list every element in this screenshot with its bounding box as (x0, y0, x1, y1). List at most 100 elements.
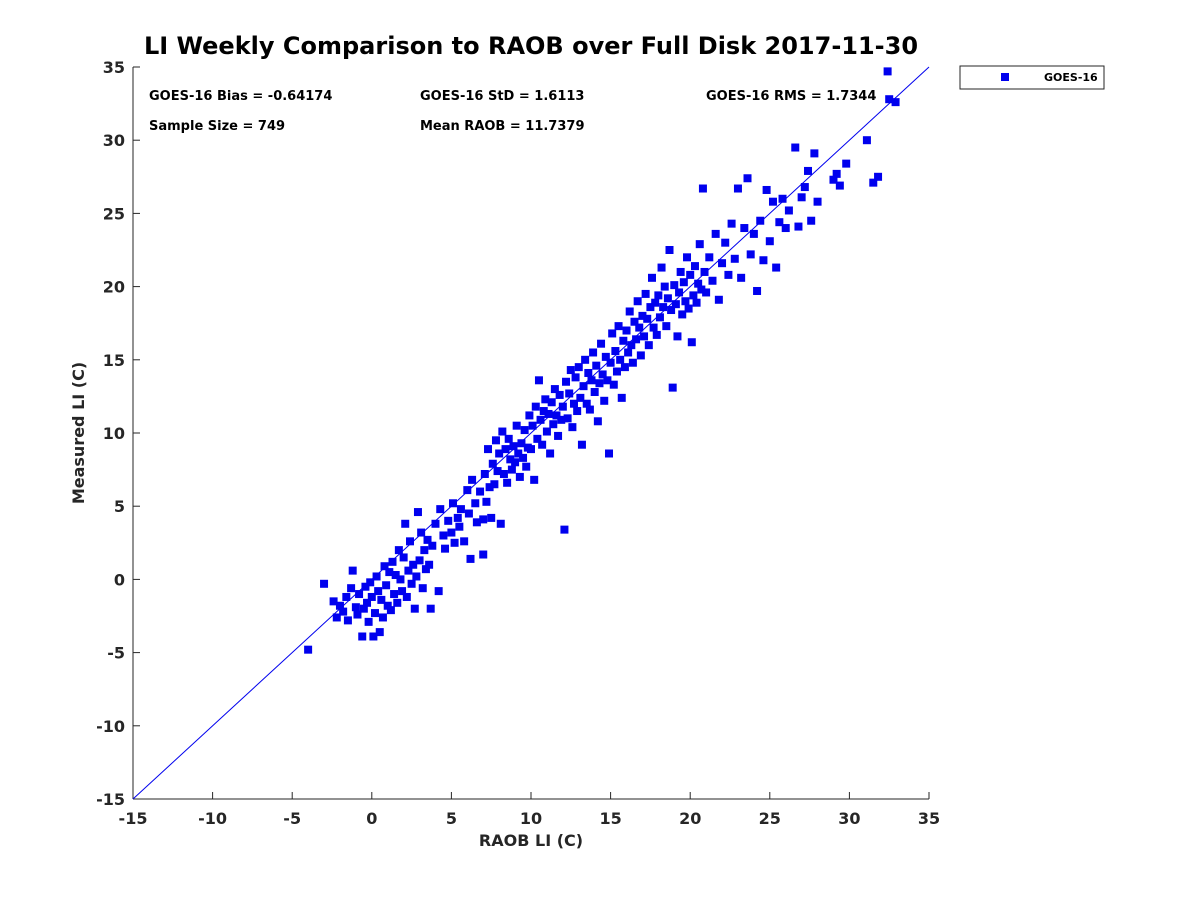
data-point (647, 273, 656, 282)
y-axis-ticks: -15 -10 -5 0 5 10 15 20 25 30 35 (96, 58, 140, 809)
bias-annotation: GOES-16 Bias = -0.64174 (149, 89, 332, 104)
data-point (566, 366, 575, 375)
data-point (582, 399, 591, 408)
data-point (366, 578, 375, 587)
data-point (679, 278, 688, 287)
data-point (471, 499, 480, 508)
data-point (468, 475, 477, 484)
data-point (375, 628, 384, 637)
data-point (655, 313, 664, 322)
data-point (702, 288, 711, 297)
sample-size-annotation: Sample Size = 749 (149, 119, 285, 134)
data-point (576, 393, 585, 402)
x-tick-label: 35 (918, 809, 940, 828)
data-point (482, 497, 491, 506)
y-tick-label: 10 (103, 424, 125, 443)
data-point (662, 322, 671, 331)
data-point (538, 440, 547, 449)
data-point (479, 550, 488, 559)
data-point (329, 597, 338, 606)
data-point (692, 298, 701, 307)
data-point (598, 370, 607, 379)
data-point (447, 528, 456, 537)
data-point (810, 149, 819, 158)
data-point (358, 632, 367, 641)
data-point (557, 415, 566, 424)
data-point (490, 480, 499, 489)
data-point (612, 367, 621, 376)
data-point (643, 314, 652, 323)
data-point (574, 363, 583, 372)
y-tick-label: 15 (103, 351, 125, 370)
data-point (509, 442, 518, 451)
data-point (382, 581, 391, 590)
data-point (417, 528, 426, 537)
data-point (503, 478, 512, 487)
data-point (862, 136, 871, 145)
data-point (393, 598, 402, 607)
data-point (765, 237, 774, 246)
data-point (654, 291, 663, 300)
data-point (515, 472, 524, 481)
data-point (756, 216, 765, 225)
x-tick-label: 5 (446, 809, 457, 828)
data-point (640, 332, 649, 341)
data-point (364, 617, 373, 626)
data-point (746, 250, 755, 259)
data-point (651, 298, 660, 307)
data-point (813, 197, 822, 206)
data-point (627, 341, 636, 350)
data-point (667, 306, 676, 315)
data-point (361, 582, 370, 591)
data-point (304, 645, 313, 654)
y-tick-label: 0 (114, 570, 125, 589)
data-point (775, 218, 784, 227)
data-point (784, 206, 793, 215)
legend: GOES-16 (959, 65, 1105, 90)
data-point (592, 361, 601, 370)
data-point (727, 219, 736, 228)
data-point (778, 194, 787, 203)
mean-raob-annotation: Mean RAOB = 11.7379 (420, 119, 585, 134)
data-point (721, 238, 730, 247)
data-point (420, 546, 429, 555)
data-point (380, 562, 389, 571)
y-tick-label: 5 (114, 497, 125, 516)
data-point (638, 311, 647, 320)
data-point (534, 376, 543, 385)
data-point (589, 348, 598, 357)
data-point (587, 376, 596, 385)
data-point (675, 288, 684, 297)
data-point (390, 590, 399, 599)
data-point (585, 405, 594, 414)
data-point (425, 560, 434, 569)
data-point (464, 509, 473, 518)
data-point (480, 469, 489, 478)
data-point (891, 98, 900, 107)
identity-reference-line (132, 66, 930, 800)
data-point (506, 455, 515, 464)
data-point (698, 184, 707, 193)
data-point (320, 579, 329, 588)
x-tick-label: 25 (759, 809, 781, 828)
data-point (484, 445, 493, 454)
data-point (668, 383, 677, 392)
data-point (753, 286, 762, 295)
data-point (421, 565, 430, 574)
data-point (542, 427, 551, 436)
data-point (577, 440, 586, 449)
data-point (434, 587, 443, 596)
data-point (448, 499, 457, 508)
data-point (441, 544, 450, 553)
data-point (883, 67, 892, 76)
data-point (609, 380, 618, 389)
data-point (485, 483, 494, 492)
data-point (614, 322, 623, 331)
data-point (768, 197, 777, 206)
x-axis-ticks: -15 -10 -5 0 5 10 15 20 25 30 35 (119, 792, 940, 828)
data-point (705, 253, 714, 262)
data-point (536, 415, 545, 424)
data-point (835, 181, 844, 190)
data-point (491, 436, 500, 445)
data-point (724, 270, 733, 279)
